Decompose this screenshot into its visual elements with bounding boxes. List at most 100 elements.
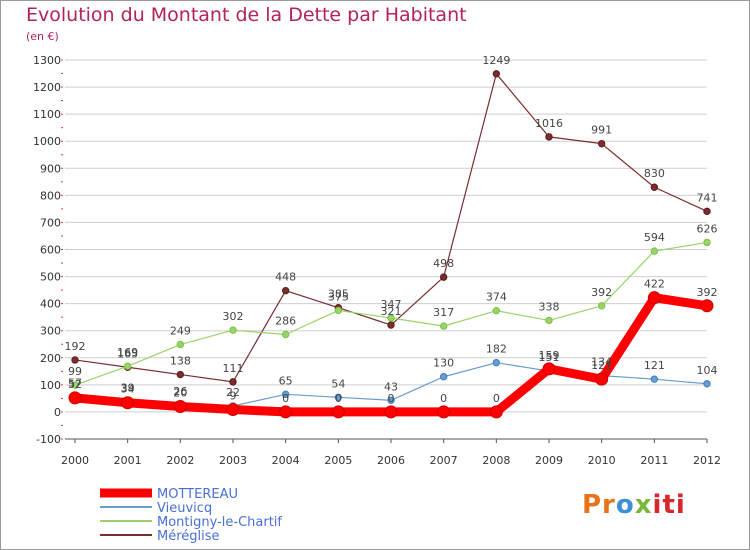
data-label: 39	[121, 381, 135, 394]
y-tick-label: 600	[40, 244, 61, 257]
data-label: 20	[173, 387, 187, 400]
legend-label: Méréglise	[157, 529, 220, 544]
data-point	[71, 356, 79, 364]
axes: -100010020030040050060070080090010001100…	[33, 54, 721, 467]
data-point	[279, 405, 293, 419]
y-tick-label: 400	[40, 298, 61, 311]
data-point	[384, 405, 398, 419]
data-label: 249	[170, 325, 191, 338]
data-label: 0	[493, 392, 500, 405]
data-point	[597, 302, 606, 310]
data-point	[545, 133, 553, 141]
y-tick-label: 500	[40, 271, 61, 284]
data-label: 104	[697, 364, 718, 377]
data-point	[226, 402, 240, 416]
data-point	[650, 375, 659, 383]
data-point	[68, 391, 82, 405]
data-point	[439, 322, 448, 330]
data-label: 830	[644, 167, 665, 180]
data-point	[647, 291, 661, 305]
x-tick-label: 2006	[377, 454, 405, 467]
x-tick-label: 2002	[166, 454, 194, 467]
data-point	[492, 306, 501, 315]
data-label: 0	[335, 392, 342, 405]
data-label: 169	[117, 346, 138, 359]
data-label: 192	[65, 340, 86, 353]
data-point	[331, 405, 345, 419]
data-point	[229, 378, 237, 386]
data-label: 286	[275, 315, 296, 328]
data-point	[700, 299, 714, 313]
data-label: 52	[68, 378, 82, 391]
data-label: 111	[223, 362, 244, 375]
x-tick-label: 2003	[219, 454, 247, 467]
y-tick-label: 800	[40, 189, 61, 202]
data-label: 99	[68, 365, 82, 378]
y-tick-label: 300	[40, 325, 61, 338]
y-tick-label: -100	[36, 433, 61, 446]
data-label: 26	[173, 385, 187, 398]
data-label: 392	[591, 286, 612, 299]
data-point	[545, 316, 553, 325]
data-label: 302	[223, 310, 244, 323]
data-point	[387, 396, 395, 404]
data-label: 338	[539, 300, 560, 313]
data-point	[176, 340, 185, 349]
data-label: 347	[381, 298, 402, 311]
legend-label: Vieuvicq	[157, 501, 212, 516]
data-point	[542, 362, 556, 376]
data-label: 151	[539, 351, 560, 364]
data-label: 422	[644, 278, 665, 291]
x-tick-label: 2000	[61, 454, 89, 467]
y-tick-label: 1000	[33, 135, 61, 148]
data-label: 0	[440, 392, 447, 405]
x-tick-label: 2005	[324, 454, 352, 467]
data-point	[281, 286, 290, 295]
data-point	[121, 396, 135, 410]
series-lines	[68, 70, 714, 419]
data-point	[650, 183, 659, 191]
data-label: 374	[486, 291, 507, 304]
data-point	[492, 358, 501, 367]
data-label: 1249	[482, 54, 510, 67]
data-label: 385	[328, 288, 349, 301]
data-label: 9	[230, 389, 237, 402]
data-point	[492, 70, 501, 78]
data-label: 317	[433, 306, 454, 319]
y-tick-label: 1200	[33, 81, 61, 94]
legend: MOTTEREAUVieuvicqMontigny-le-ChartifMéré…	[100, 487, 282, 544]
x-tick-label: 2001	[114, 454, 142, 467]
legend-label: MOTTEREAU	[157, 487, 238, 502]
data-label: 134	[591, 356, 612, 369]
data-point	[437, 405, 451, 419]
y-tick-label: 1300	[33, 54, 61, 67]
data-point	[281, 390, 290, 399]
x-tick-label: 2004	[272, 454, 300, 467]
data-labels: 52 34 20 9 0 0 0 0 0 159 121 422 392 57 39 26 22 65 54 43 13…	[65, 54, 718, 405]
data-point	[334, 393, 343, 402]
x-tick-label: 2011	[640, 454, 668, 467]
data-point	[71, 381, 79, 389]
data-point	[334, 306, 343, 315]
data-point	[703, 238, 711, 247]
data-point	[489, 405, 503, 419]
data-point	[229, 326, 237, 334]
y-tick-label: 0	[54, 406, 61, 419]
data-point	[703, 207, 711, 216]
data-point	[703, 380, 711, 388]
data-point	[173, 400, 187, 414]
data-label: 626	[697, 222, 718, 235]
x-tick-label: 2012	[693, 454, 721, 467]
data-label: 0	[282, 392, 289, 405]
data-label: 34	[121, 383, 135, 396]
data-label: 65	[279, 374, 293, 387]
data-point	[439, 273, 448, 281]
data-label: 991	[591, 124, 612, 137]
data-label: 165	[117, 347, 138, 360]
y-tick-label: 100	[40, 379, 61, 392]
data-label: 1016	[535, 117, 563, 130]
data-label: 0	[388, 392, 395, 405]
data-point	[387, 321, 395, 329]
data-label: 321	[381, 305, 402, 318]
